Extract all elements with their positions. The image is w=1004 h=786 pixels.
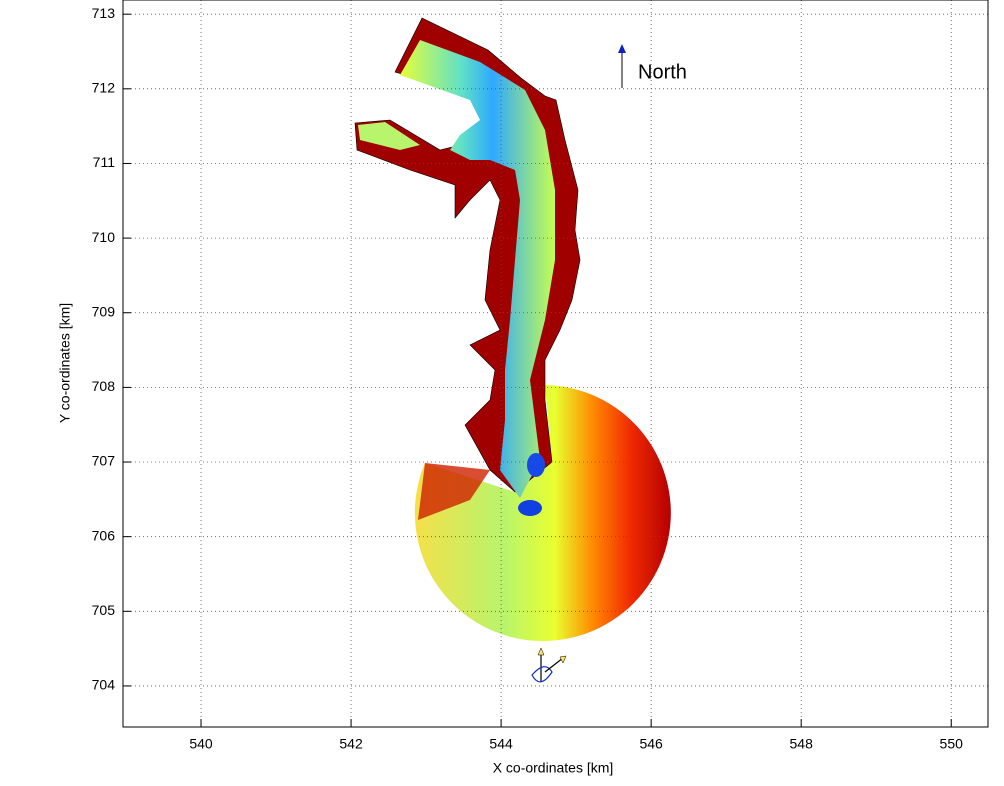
compass [531, 647, 567, 683]
y-tick-label: 709 [92, 303, 116, 319]
bathymetry-field [354, 17, 671, 641]
y-tick-label: 706 [92, 527, 116, 543]
north-label: North [638, 61, 687, 83]
axes-box [122, 0, 989, 728]
y-tick-label: 712 [92, 80, 116, 96]
x-tick-label: 550 [940, 736, 964, 752]
y-tick-label: 707 [92, 453, 116, 469]
x-tick-label: 542 [339, 736, 363, 752]
y-axis-label: Y co-ordinates [km] [57, 303, 73, 423]
y-tick-label: 711 [93, 154, 116, 170]
y-tick-label: 705 [92, 602, 116, 618]
x-tick-label: 544 [489, 736, 513, 752]
x-tick-label: 540 [189, 736, 213, 752]
x-axis-label: X co-ordinates [km] [493, 760, 614, 776]
y-tick-label: 710 [92, 229, 116, 245]
y-tick-label: 704 [92, 677, 116, 693]
y-tick-label: 713 [92, 5, 116, 21]
north-arrow [618, 44, 626, 88]
y-tick-label: 708 [92, 378, 116, 394]
x-tick-label: 546 [639, 736, 663, 752]
x-tick-label: 548 [790, 736, 814, 752]
